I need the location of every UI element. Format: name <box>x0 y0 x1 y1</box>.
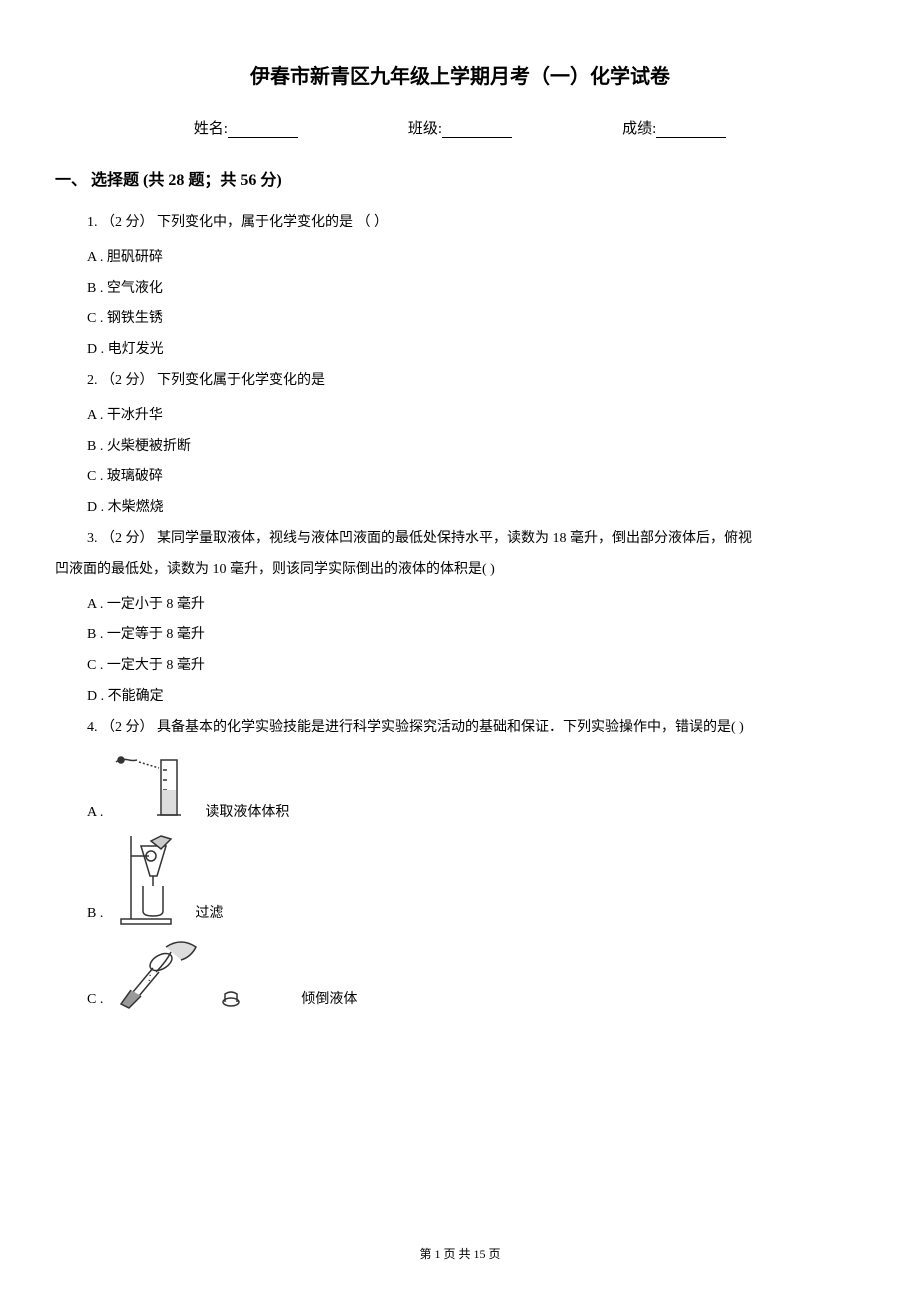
q1-option-a: A . 胆矾研碎 <box>87 243 865 274</box>
q4-c-caption: 倾倒液体 <box>301 988 357 1012</box>
name-field: 姓名: <box>194 117 298 138</box>
q3-option-d: D . 不能确定 <box>87 682 865 713</box>
q3-line1: 3. （2 分） 某同学量取液体，视线与液体凹液面的最低处保持水平，读数为 18… <box>87 524 865 555</box>
q4-option-b: B . 过滤 <box>87 831 865 926</box>
q1-option-d: D . 电灯发光 <box>87 335 865 366</box>
q3-option-c: C . 一定大于 8 毫升 <box>87 651 865 682</box>
name-label: 姓名: <box>194 121 228 137</box>
score-blank <box>656 137 726 138</box>
q4-a-diagram <box>111 750 201 825</box>
score-label: 成绩: <box>622 121 656 137</box>
q4-option-c: C . 倾倒液体 <box>87 932 865 1012</box>
section-1-heading: 一、 选择题 (共 28 题；共 56 分) <box>55 166 865 190</box>
class-label: 班级: <box>408 121 442 137</box>
q1-option-c: C . 钢铁生锈 <box>87 304 865 335</box>
q2-option-c: C . 玻璃破碎 <box>87 462 865 493</box>
q4-b-label: B . <box>87 906 103 926</box>
q4-a-caption: 读取液体体积 <box>205 801 289 825</box>
q1-option-b: B . 空气液化 <box>87 274 865 305</box>
q4-c-label: C . <box>87 992 103 1012</box>
q4-b-diagram <box>111 831 191 926</box>
q2-option-b: B . 火柴梗被折断 <box>87 432 865 463</box>
q4-stem: 4. （2 分） 具备基本的化学实验技能是进行科学实验探究活动的基础和保证．下列… <box>87 713 865 744</box>
student-info-row: 姓名: 班级: 成绩: <box>55 117 865 138</box>
q3-stem: 3. （2 分） 某同学量取液体，视线与液体凹液面的最低处保持水平，读数为 18… <box>55 524 865 586</box>
q4-option-a: A . 读取液体体积 <box>87 750 865 825</box>
score-field: 成绩: <box>622 117 726 138</box>
q3-option-a: A . 一定小于 8 毫升 <box>87 590 865 621</box>
class-blank <box>442 137 512 138</box>
class-field: 班级: <box>408 117 512 138</box>
q2-option-a: A . 干冰升华 <box>87 401 865 432</box>
name-blank <box>228 137 298 138</box>
q2-option-d: D . 木柴燃烧 <box>87 493 865 524</box>
q2-stem: 2. （2 分） 下列变化属于化学变化的是 <box>87 366 865 397</box>
page-footer: 第 1 页 共 15 页 <box>0 1245 920 1262</box>
page-title: 伊春市新青区九年级上学期月考（一）化学试卷 <box>55 60 865 89</box>
q3-line2: 凹液面的最低处，读数为 10 毫升，则该同学实际倒出的液体的体积是( ) <box>55 555 865 586</box>
q3-option-b: B . 一定等于 8 毫升 <box>87 620 865 651</box>
q1-stem: 1. （2 分） 下列变化中，属于化学变化的是 （ ） <box>87 208 865 239</box>
q4-a-label: A . <box>87 805 103 825</box>
q4-c-diagram <box>111 932 271 1012</box>
q4-b-caption: 过滤 <box>195 902 223 926</box>
